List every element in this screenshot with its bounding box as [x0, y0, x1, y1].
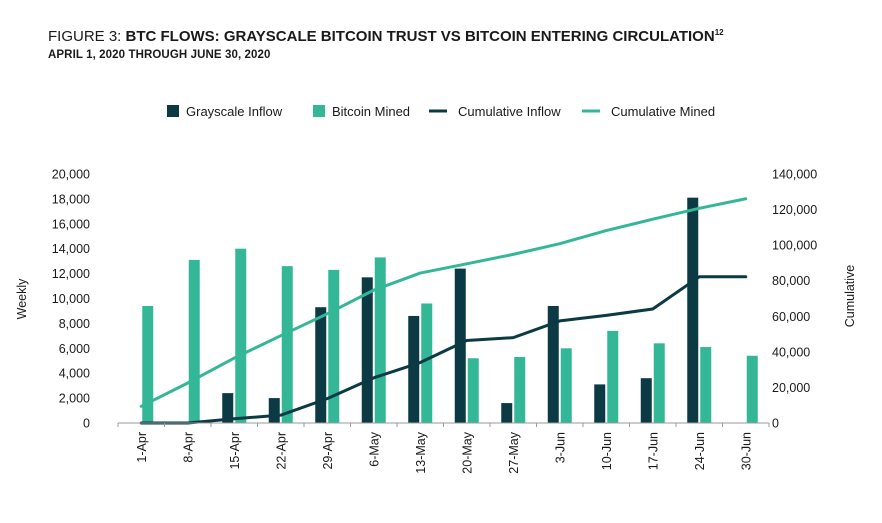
bitcoin-mined-bar [328, 269, 340, 423]
grayscale-inflow-bar [594, 384, 606, 423]
cumulative-mined-line [139, 197, 748, 408]
legend-label: Cumulative Inflow [458, 104, 561, 119]
legend-item-cumulative-mined: Cumulative Mined [582, 104, 715, 119]
left-axis-tick-label: 20,000 [52, 168, 90, 182]
legend-label: Cumulative Mined [611, 104, 715, 119]
x-axis-tick-label: 3-Jun [553, 432, 567, 463]
left-axis-tick-label: 4,000 [59, 367, 90, 381]
title-prefix: FIGURE 3: [48, 28, 126, 45]
left-axis-tick-label: 10,000 [52, 292, 90, 306]
grayscale-inflow-bar [315, 307, 327, 423]
x-axis-tick-label: 1-Apr [135, 432, 149, 463]
grayscale-inflow-bar [640, 378, 652, 423]
x-axis-tick-label: 22-Apr [274, 432, 288, 470]
left-axis-tick-label: 0 [83, 417, 90, 431]
x-axis-tick-label: 8-Apr [181, 432, 195, 463]
x-axis-tick-label: 13-May [414, 431, 428, 473]
x-axis-tick-label: 24-Jun [693, 432, 707, 470]
right-axis-tick-label: 140,000 [772, 168, 817, 182]
cumulative-inflow-line [139, 275, 748, 425]
chart-title: FIGURE 3: BTC FLOWS: GRAYSCALE BITCOIN T… [48, 24, 724, 46]
grayscale-inflow-bar [547, 305, 559, 423]
left-axis-tick-label: 8,000 [59, 317, 90, 331]
grayscale-inflow-bar [501, 403, 513, 423]
x-axis-tick-label: 6-May [367, 431, 381, 466]
legend-swatch [167, 105, 179, 117]
bitcoin-mined-bar [653, 343, 665, 423]
y2-axis-title: Cumulative [843, 265, 857, 328]
chart-subtitle: APRIL 1, 2020 THROUGH JUNE 30, 2020 [48, 49, 271, 61]
y-axis-title: Weekly [15, 278, 29, 320]
right-axis-tick-label: 100,000 [772, 239, 817, 253]
legend-label: Bitcoin Mined [332, 104, 410, 119]
x-axis: 1-Apr 8-Apr 15-Apr 22-Apr 29-Apr 6-May 13-May 2… [117, 422, 770, 474]
x-axis-tick-label: 20-May [460, 431, 474, 473]
bitcoin-mined-bar [281, 266, 293, 423]
bitcoin-mined-bar [514, 357, 526, 423]
grayscale-inflow-bar [361, 277, 373, 423]
bitcoin-mined-bar [235, 248, 247, 423]
grayscale-inflow-bar [222, 393, 234, 423]
line-series [139, 197, 748, 425]
x-axis-tick-label: 29-Apr [321, 432, 335, 470]
bitcoin-mined-bar [188, 259, 200, 423]
legend-item-bitcoin-mined: Bitcoin Mined [313, 104, 410, 119]
right-axis-tick-label: 60,000 [772, 310, 810, 324]
x-axis-tick-label: 27-May [507, 431, 521, 473]
grayscale-inflow-bar [687, 197, 699, 423]
right-axis-tick-label: 120,000 [772, 203, 817, 217]
left-axis-tick-label: 18,000 [52, 192, 90, 206]
chart-header: FIGURE 3: BTC FLOWS: GRAYSCALE BITCOIN T… [48, 24, 724, 61]
grayscale-inflow-bar [454, 268, 466, 423]
right-axis-tick-label: 80,000 [772, 274, 810, 288]
right-y-axis: 140,000 120,000 100,000 80,000 60,000 40,000 2… [772, 168, 817, 431]
bitcoin-mined-bar [700, 347, 712, 423]
bitcoin-mined-bar [607, 330, 619, 423]
left-axis-tick-label: 6,000 [59, 342, 90, 356]
right-axis-tick-label: 40,000 [772, 345, 810, 359]
bitcoin-mined-bar [142, 305, 154, 423]
bitcoin-mined-bar [560, 348, 572, 423]
title-main: BTC FLOWS: GRAYSCALE BITCOIN TRUST VS BI… [125, 28, 715, 45]
bitcoin-mined-bar [746, 355, 758, 423]
right-axis-tick-label: 0 [772, 417, 779, 431]
bitcoin-mined-bar [467, 358, 479, 423]
x-axis-tick-label: 30-Jun [739, 432, 753, 470]
bitcoin-mined-bar [421, 303, 433, 423]
bitcoin-mined-bar [374, 257, 386, 423]
x-axis-tick-label: 17-Jun [646, 432, 660, 470]
grayscale-inflow-bar [408, 315, 420, 423]
x-axis-tick-label: 15-Apr [228, 432, 242, 470]
grayscale-inflow-bar [268, 398, 280, 423]
legend-label: Grayscale Inflow [186, 104, 283, 119]
legend-swatch [313, 105, 325, 117]
title-footnote-marker: 12 [714, 28, 724, 37]
left-axis-tick-label: 16,000 [52, 217, 90, 231]
left-axis-tick-label: 2,000 [59, 392, 90, 406]
chart-legend: Grayscale Inflow Bitcoin Mined Cumulative … [167, 104, 715, 119]
x-axis-tick-label: 10-Jun [600, 432, 614, 470]
legend-item-cumulative-inflow: Cumulative Inflow [429, 104, 561, 119]
right-axis-tick-label: 20,000 [772, 381, 810, 395]
left-axis-tick-label: 14,000 [52, 242, 90, 256]
left-axis-tick-label: 12,000 [52, 267, 90, 281]
legend-item-grayscale-inflow: Grayscale Inflow [167, 104, 283, 119]
bar-series [142, 197, 758, 423]
left-y-axis: 20,000 18,000 16,000 14,000 12,000 10,000 8,00… [52, 168, 90, 431]
